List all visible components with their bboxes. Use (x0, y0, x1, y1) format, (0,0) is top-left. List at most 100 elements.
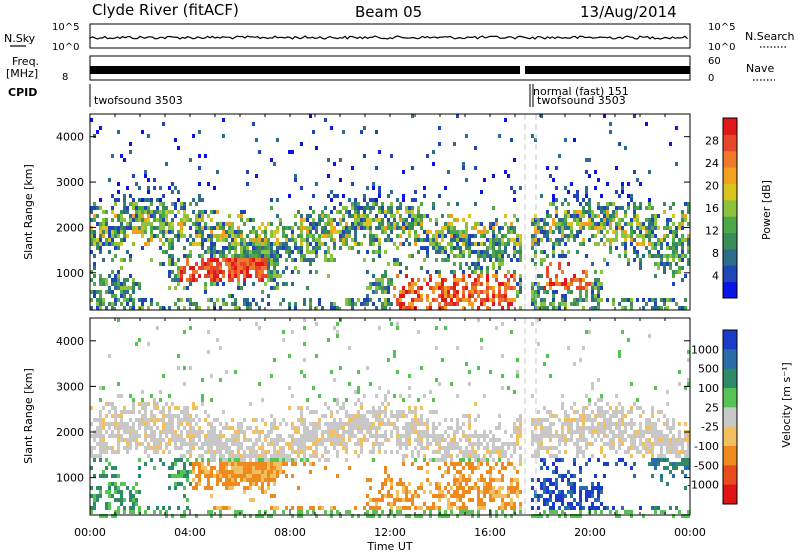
heatmap-cell (102, 514, 105, 518)
heatmap-cell (513, 442, 516, 446)
heatmap-cell (471, 498, 474, 502)
heatmap-cell (531, 246, 534, 250)
heatmap-cell (465, 222, 468, 226)
heatmap-cell (174, 186, 177, 190)
heatmap-cell (126, 226, 129, 230)
heatmap-cell (186, 254, 189, 258)
heatmap-cell (168, 254, 171, 258)
heatmap-cell (369, 410, 372, 414)
heatmap-cell (447, 466, 450, 470)
heatmap-cell (210, 510, 213, 514)
heatmap-cell (159, 202, 162, 206)
heatmap-cell (267, 274, 270, 278)
heatmap-cell (240, 270, 243, 274)
heatmap-cell (237, 434, 240, 438)
heatmap-cell (150, 430, 153, 434)
heatmap-cell (147, 402, 150, 406)
heatmap-cell (135, 430, 138, 434)
heatmap-cell (408, 482, 411, 486)
heatmap-cell (543, 230, 546, 234)
heatmap-cell (207, 246, 210, 250)
heatmap-cell (243, 418, 246, 422)
heatmap-cell (648, 298, 651, 302)
heatmap-cell (555, 214, 558, 218)
heatmap-cell (513, 242, 516, 246)
heatmap-cell (429, 490, 432, 494)
heatmap-cell (537, 514, 540, 518)
heatmap-cell (516, 442, 519, 446)
heatmap-cell (201, 446, 204, 450)
heatmap-cell (153, 214, 156, 218)
heatmap-cell (567, 286, 570, 290)
heatmap-cell (483, 250, 486, 254)
heatmap-cell (219, 434, 222, 438)
heatmap-cell (351, 214, 354, 218)
heatmap-cell (513, 298, 516, 302)
heatmap-cell (252, 122, 255, 126)
heatmap-cell (219, 238, 222, 242)
heatmap-cell (180, 222, 183, 226)
heatmap-cell (195, 218, 198, 222)
heatmap-cell (288, 386, 291, 390)
heatmap-cell (441, 226, 444, 230)
heatmap-cell (471, 470, 474, 474)
heatmap-cell (93, 434, 96, 438)
heatmap-cell (588, 210, 591, 214)
heatmap-cell (378, 418, 381, 422)
heatmap-cell (108, 230, 111, 234)
heatmap-cell (408, 406, 411, 410)
heatmap-cell (606, 434, 609, 438)
heatmap-cell (150, 410, 153, 414)
heatmap-cell (168, 410, 171, 414)
heatmap-cell (519, 434, 522, 438)
heatmap-cell (558, 490, 561, 494)
heatmap-cell (399, 510, 402, 514)
heatmap-cell (381, 278, 384, 282)
heatmap-cell (237, 230, 240, 234)
heatmap-cell (387, 494, 390, 498)
heatmap-cell (219, 514, 222, 518)
heatmap-cell (243, 438, 246, 442)
heatmap-cell (219, 438, 222, 442)
heatmap-cell (159, 238, 162, 242)
heatmap-cell (306, 426, 309, 430)
heatmap-cell (354, 302, 357, 306)
heatmap-cell (444, 510, 447, 514)
heatmap-cell (168, 430, 171, 434)
nsky-bottom-tick: 10^0 (52, 42, 79, 53)
heatmap-cell (588, 398, 591, 402)
heatmap-cell (447, 226, 450, 230)
heatmap-cell (510, 258, 513, 262)
heatmap-cell (531, 298, 534, 302)
heatmap-cell (414, 514, 417, 518)
heatmap-cell (582, 346, 585, 350)
heatmap-cell (615, 214, 618, 218)
heatmap-cell (294, 442, 297, 446)
heatmap-cell (189, 282, 192, 286)
heatmap-cell (360, 450, 363, 454)
heatmap-cell (462, 162, 465, 166)
heatmap-cell (294, 458, 297, 462)
heatmap-cell (105, 242, 108, 246)
heatmap-cell (117, 442, 120, 446)
heatmap-cell (261, 258, 264, 262)
heatmap-cell (252, 454, 255, 458)
heatmap-cell (567, 470, 570, 474)
heatmap-cell (147, 454, 150, 458)
heatmap-cell (390, 510, 393, 514)
cpid-label-1: twofsound 3503 (94, 94, 183, 107)
heatmap-cell (186, 498, 189, 502)
heatmap-cell (570, 418, 573, 422)
heatmap-cell (204, 274, 207, 278)
heatmap-cell (684, 306, 687, 310)
heatmap-cell (480, 434, 483, 438)
heatmap-cell (621, 418, 624, 422)
heatmap-cell (660, 258, 663, 262)
heatmap-cell (312, 506, 315, 510)
heatmap-cell (423, 510, 426, 514)
heatmap-cell (459, 230, 462, 234)
heatmap-cell (519, 290, 522, 294)
heatmap-cell (561, 270, 564, 274)
heatmap-cell (627, 194, 630, 198)
heatmap-cell (546, 266, 549, 270)
